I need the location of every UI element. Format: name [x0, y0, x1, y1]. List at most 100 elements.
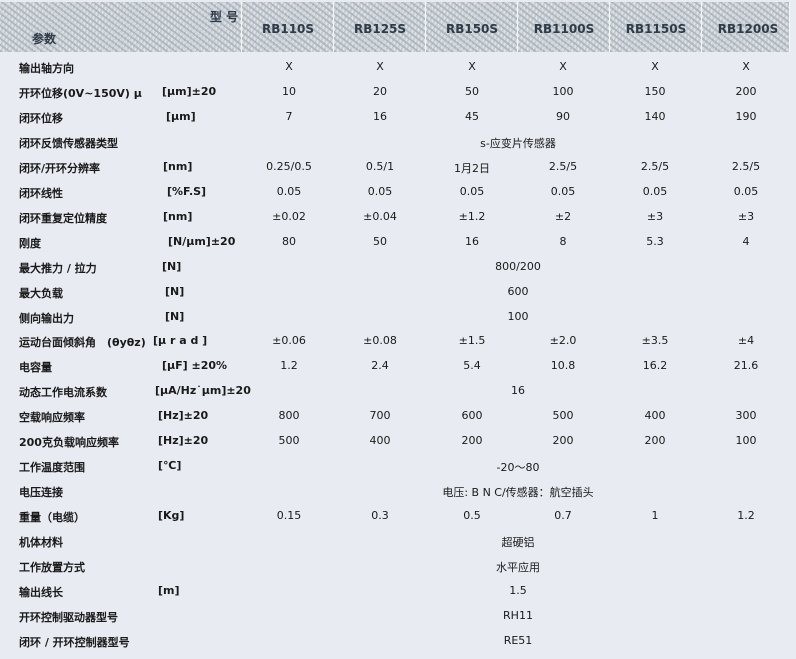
param-name: 最大推力 / 拉力	[19, 261, 97, 275]
model-name: RB150S	[445, 22, 499, 36]
cell-value: 2.5/5	[640, 159, 670, 173]
cell-value: 10.8	[550, 359, 576, 373]
cell-value: X	[559, 60, 567, 73]
cell-value: ±2.0	[549, 334, 577, 348]
merged-cell-value: 16	[511, 384, 525, 398]
cell-value: ±3	[646, 209, 664, 223]
cell-value: 0.05	[459, 184, 485, 198]
param-name: 重量（电缆）	[19, 511, 85, 525]
param-unit: [N]	[162, 259, 182, 273]
cell-value: X	[376, 60, 384, 73]
param-unit: [Hz]±20	[158, 434, 209, 448]
merged-cell-value: 100	[507, 309, 529, 323]
cell-value: 300	[735, 409, 757, 423]
cell-value: 0.05	[276, 184, 302, 198]
cell-value: 100	[552, 84, 574, 98]
cell-value: 500	[278, 434, 300, 448]
cell-value: ±2	[554, 209, 572, 223]
table-row: 动态工作电流系数 [μA/Hz˙μm]±20 16	[0, 379, 796, 404]
cell-value: 80	[282, 234, 296, 248]
header-model-cell: RB150S	[426, 2, 518, 52]
table-row: 刚度 [N/μm]±20 80 50 16 8 5.3 4	[0, 230, 796, 255]
model-name: RB1150S	[625, 22, 687, 36]
cell-value: 0.05	[733, 184, 759, 198]
cell-value: 700	[369, 409, 391, 423]
table-row: 工作放置方式 水平应用	[0, 554, 796, 579]
table-row: 输出线长 [m] 1.5	[0, 579, 796, 604]
cell-value: 16.2	[642, 359, 668, 373]
param-unit: [μm]	[166, 109, 196, 123]
cell-value: 600	[461, 409, 483, 423]
cell-value: X	[285, 60, 293, 73]
param-unit: [μF] ±20%	[162, 359, 228, 373]
cell-value: 800	[278, 409, 300, 423]
table-row: 开环位移(0V~150V) μ [μm]±20 10 20 50 100 150 200	[0, 80, 796, 105]
param-unit: [N/μm]±20	[168, 234, 236, 248]
cell-value: 7	[285, 109, 293, 123]
cell-value: 10	[282, 84, 296, 98]
cell-value: 0.05	[367, 184, 393, 198]
cell-value: 1月2日	[454, 161, 490, 175]
cell-value: 1	[651, 509, 659, 523]
model-name: RB1100S	[533, 22, 595, 36]
header-model-cell: RB110S	[242, 2, 334, 52]
param-unit: [nm]	[163, 159, 193, 173]
param-name: 闭环重复定位精度	[19, 211, 107, 225]
cell-value: 20	[373, 84, 387, 98]
cell-value: X	[651, 60, 659, 73]
model-name: RB110S	[261, 22, 315, 36]
merged-cell-value: RH11	[503, 608, 533, 622]
header-model-cell: RB1150S	[610, 2, 702, 52]
cell-value: ±0.04	[363, 209, 397, 223]
param-unit: [μ r a d ]	[153, 334, 208, 348]
table-row: 电容量 [μF] ±20% 1.2 2.4 5.4 10.8 16.2 21.6	[0, 354, 796, 379]
model-label: 型 号	[209, 10, 239, 24]
model-name: RB125S	[353, 22, 407, 36]
table-row: 电压连接 电压: B N C/传感器：航空插头	[0, 479, 796, 504]
param-name: 输出轴方向	[19, 62, 74, 75]
table-row: 闭环/开环分辨率 [nm] 0.25/0.5 0.5/1 1月2日 2.5/5 2.5/5 2…	[0, 155, 796, 180]
param-name: 工作放置方式	[19, 561, 85, 574]
param-name: 电压连接	[19, 486, 63, 500]
cell-value: 4	[742, 234, 750, 248]
cell-value: ±0.02	[272, 209, 306, 223]
param-unit: [μA/Hz˙μm]±20	[155, 384, 251, 398]
cell-value: 1.2	[280, 359, 298, 373]
merged-cell-value: s-应变片传感器	[480, 136, 556, 150]
cell-value: 16	[373, 109, 387, 123]
model-name: RB1200S	[717, 22, 779, 36]
cell-value: 400	[369, 434, 391, 448]
param-name: 200克负载响应频率	[19, 436, 119, 450]
param-name: 机体材料	[19, 536, 63, 550]
cell-value: ±1.2	[458, 209, 486, 223]
param-name: 电容量	[19, 361, 52, 375]
cell-value: 200	[644, 434, 666, 448]
cell-value: 400	[644, 409, 666, 423]
table-row: 侧向输出力 [N] 100	[0, 305, 796, 330]
param-unit: [μm]±20	[162, 84, 217, 98]
cell-value: 150	[644, 84, 666, 98]
merged-cell-value: -20～80	[496, 461, 540, 475]
cell-value: 0.25/0.5	[266, 159, 312, 173]
param-unit: [℃]	[158, 459, 182, 473]
merged-cell-value: 1.5	[509, 583, 527, 597]
cell-value: ±1.5	[458, 334, 486, 348]
cell-value: 16	[465, 234, 479, 248]
param-name: 工作温度范围	[19, 461, 85, 475]
header-model-cell: RB1200S	[702, 2, 790, 52]
cell-value: 2.5/5	[548, 159, 578, 173]
cell-value: 8	[559, 234, 567, 248]
cell-value: ±4	[737, 334, 755, 348]
table-row: 闭环线性 [%F.S] 0.05 0.05 0.05 0.05 0.05 0.05	[0, 180, 796, 205]
cell-value: 0.15	[276, 509, 302, 523]
merged-cell-value: 600	[507, 284, 529, 298]
merged-cell-value: 水平应用	[496, 561, 540, 574]
param-name: 开环位移(0V~150V) μ	[19, 86, 142, 100]
cell-value: ±0.08	[363, 334, 397, 348]
cell-value: 50	[465, 84, 479, 98]
param-unit: [Kg]	[158, 509, 185, 523]
merged-cell-value: 电压: B N C/传感器：航空插头	[442, 486, 594, 500]
cell-value: 90	[556, 109, 570, 123]
cell-value: 0.5	[463, 509, 481, 523]
cell-value: ±3	[737, 209, 755, 223]
